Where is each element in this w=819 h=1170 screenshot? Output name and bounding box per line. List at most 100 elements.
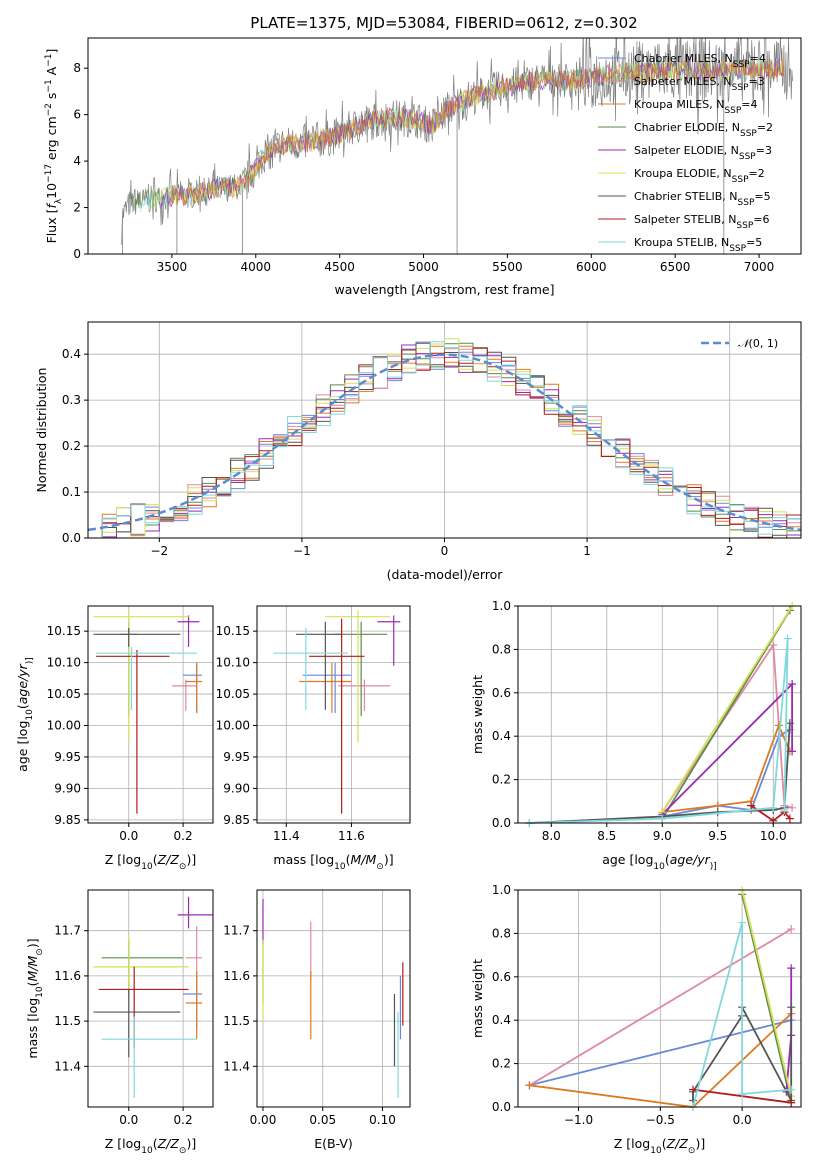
point-chabrier-stelib xyxy=(93,628,181,647)
panel-weight_vs_age: 8.0 8.5 9.0 9.5 10.0 0.0 0.2 0.4 0.6 0.8 1.0 age [l… xyxy=(470,599,802,872)
weight-line xyxy=(661,609,791,820)
panel-mass_vs_Z: 0.0 0.2 11.4 11.5 11.6 11.7 Z [log10(Z/Z⊙)] mas… xyxy=(25,889,214,1156)
y-tick-label: 1.0 xyxy=(492,599,511,613)
x-axis-label: mass [log10(M/M⊙)] xyxy=(273,852,393,872)
y-tick-label: 0.3 xyxy=(62,393,81,407)
axes-frame xyxy=(517,605,802,824)
spectrum-model-line xyxy=(169,57,785,207)
x-tick-label: 0 xyxy=(441,544,449,558)
point-salpeter-elodie xyxy=(177,896,213,929)
series-salpeter-elodie xyxy=(658,680,797,819)
y-tick-label: 11.6 xyxy=(54,969,81,983)
weight-marker xyxy=(769,641,778,650)
x-tick-label: 0.00 xyxy=(250,1113,277,1127)
x-axis-label: Z [log10(Z/Z⊙)] xyxy=(614,1136,705,1156)
y-tick-label: 0.4 xyxy=(492,729,511,743)
panel-residuals: −2 −1 0 1 2 0.0 0.1 0.2 0.3 0.4 𝒩(0, 1) (data-model… xyxy=(34,321,802,582)
x-tick-label: 7000 xyxy=(744,260,775,274)
weight-marker xyxy=(769,803,778,812)
weight-marker xyxy=(689,1085,698,1094)
x-tick-label: 0.2 xyxy=(174,829,193,843)
legend-entry: 𝒩(0, 1) xyxy=(738,337,778,350)
y-tick-label: 10.05 xyxy=(216,687,250,701)
panel-weight_vs_Z: −1.0 −0.5 0.0 0.0 0.2 0.4 0.6 0.8 1.0 Z [log10(Z/… xyxy=(470,883,802,1156)
x-tick-label: 0.0 xyxy=(119,1113,138,1127)
weight-line xyxy=(529,638,789,824)
point-kroupa-elodie xyxy=(325,610,391,743)
y-tick-label: 2 xyxy=(73,201,81,215)
weight-marker xyxy=(787,1098,796,1107)
normal-curve xyxy=(88,353,801,532)
plot-area-age_vs_Z xyxy=(93,610,203,814)
point-chabrier-miles xyxy=(302,662,352,713)
y-tick-label: 0.6 xyxy=(492,970,511,984)
y-tick-label: 9.95 xyxy=(223,750,250,764)
y-axis-label: Flux [fλ10−17 erg cm−2 s−1 A−1] xyxy=(44,49,64,244)
point-salpeter-elodie xyxy=(377,615,401,666)
point-salpeter-miles xyxy=(185,926,203,981)
axes-frame xyxy=(87,889,214,1108)
plot-area-age_vs_mass xyxy=(273,610,401,814)
y-tick-label: 11.6 xyxy=(223,969,250,983)
weight-line xyxy=(692,922,792,1108)
weight-marker xyxy=(738,1089,747,1098)
y-axis-label: mass [log10(M/M⊙)] xyxy=(25,938,45,1058)
y-tick-label: 0.2 xyxy=(492,773,511,787)
weight-marker xyxy=(658,814,667,823)
axes-frame xyxy=(256,889,411,1108)
series-kroupa-elodie xyxy=(738,886,796,1101)
series-chabrier-stelib xyxy=(525,719,794,827)
histogram-kroupa-stelib xyxy=(88,341,801,538)
point-chabrier-stelib xyxy=(93,989,181,1058)
weight-line xyxy=(741,889,793,1097)
point-salpeter-miles xyxy=(172,679,197,712)
point-chabrier-stelib xyxy=(296,621,342,710)
x-tick-label: 8.5 xyxy=(597,829,616,843)
weight-marker xyxy=(774,721,783,730)
x-tick-label: 5500 xyxy=(492,260,523,274)
weight-marker xyxy=(738,918,747,927)
weight-marker xyxy=(785,814,794,823)
weight-marker xyxy=(787,964,796,973)
y-axis-label: age [log10(age/yr)] xyxy=(15,657,35,772)
weight-line xyxy=(529,1019,792,1087)
x-axis-label: Z [log10(Z/Z⊙)] xyxy=(105,1136,196,1156)
y-tick-label: 0.2 xyxy=(492,1057,511,1071)
y-tick-label: 0.8 xyxy=(492,926,511,940)
point-kroupa-stelib xyxy=(273,628,349,710)
panel-age_vs_Z: 0.0 0.2 9.85 9.90 9.95 10.00 10.05 10.10 10.15 Z … xyxy=(15,605,214,872)
y-tick-label: 10.00 xyxy=(47,719,81,733)
x-tick-label: −1 xyxy=(293,544,311,558)
panel-age_vs_mass: 11.4 11.6 9.85 9.90 9.95 10.00 10.05 10.10 10.15… xyxy=(216,605,411,872)
x-tick-label: 0.10 xyxy=(369,1113,396,1127)
x-tick-label: 8.0 xyxy=(542,829,561,843)
x-tick-label: 11.4 xyxy=(273,829,300,843)
legend-entry: Salpeter MILES, NSSP=3 xyxy=(634,75,765,93)
y-tick-label: 10.10 xyxy=(47,656,81,670)
y-tick-label: 11.5 xyxy=(54,1014,81,1028)
point-salpeter-elodie xyxy=(177,615,200,647)
weight-marker xyxy=(787,1085,796,1094)
y-tick-label: 10.15 xyxy=(47,624,81,638)
weight-marker xyxy=(787,1003,796,1012)
x-tick-label: 4000 xyxy=(240,260,271,274)
plot-area-mass_vs_ebv xyxy=(262,899,404,1098)
legend-entry: Salpeter STELIB, NSSP=6 xyxy=(634,213,770,231)
x-tick-label: 3500 xyxy=(157,260,188,274)
x-tick-label: 0.0 xyxy=(119,829,138,843)
weight-line xyxy=(662,722,791,813)
weight-marker xyxy=(785,719,794,728)
x-tick-label: 5000 xyxy=(408,260,439,274)
y-tick-label: 11.7 xyxy=(54,924,81,938)
y-tick-label: 0.0 xyxy=(62,531,81,545)
y-tick-label: 0.0 xyxy=(492,816,511,830)
axes-frame xyxy=(517,889,802,1108)
point-kroupa-elodie xyxy=(93,935,189,994)
y-tick-label: 0.0 xyxy=(492,1100,511,1114)
weight-marker xyxy=(788,803,797,812)
plot-area-residuals xyxy=(88,338,801,538)
point-kroupa-elodie xyxy=(93,610,189,743)
point-salpeter-miles xyxy=(338,679,391,712)
y-tick-label: 9.95 xyxy=(54,750,81,764)
